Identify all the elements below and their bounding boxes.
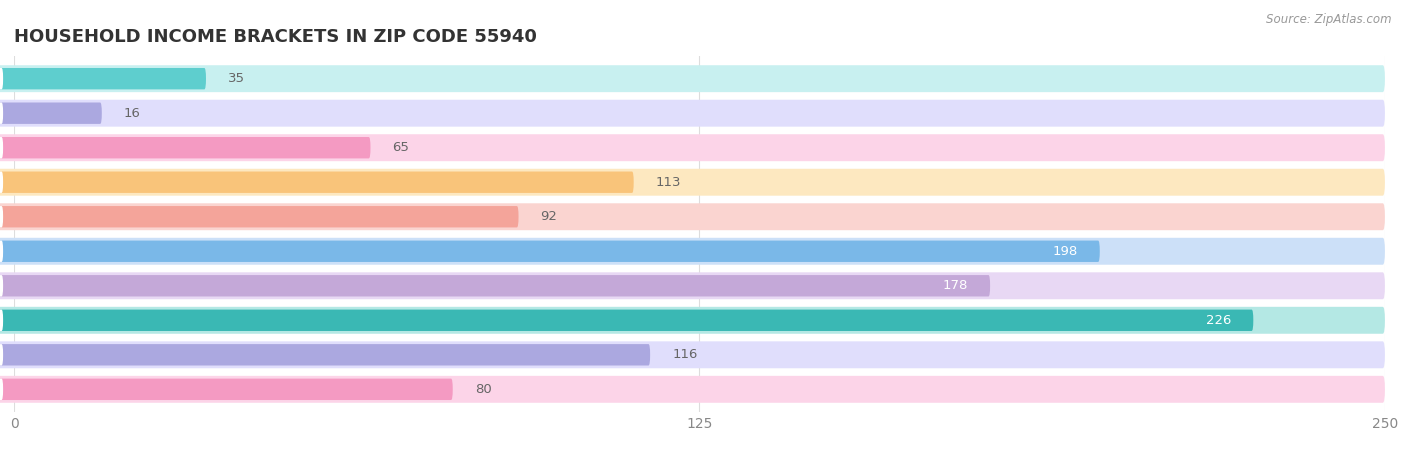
Text: HOUSEHOLD INCOME BRACKETS IN ZIP CODE 55940: HOUSEHOLD INCOME BRACKETS IN ZIP CODE 55… [14, 28, 537, 46]
FancyBboxPatch shape [0, 307, 1385, 334]
FancyBboxPatch shape [0, 344, 3, 365]
FancyBboxPatch shape [0, 203, 1385, 230]
Text: 178: 178 [943, 279, 969, 292]
FancyBboxPatch shape [0, 103, 101, 124]
Text: 65: 65 [392, 141, 409, 154]
Text: 226: 226 [1206, 314, 1232, 327]
FancyBboxPatch shape [0, 241, 1099, 262]
Text: 92: 92 [540, 210, 557, 223]
FancyBboxPatch shape [0, 206, 3, 227]
Text: 198: 198 [1053, 245, 1078, 258]
FancyBboxPatch shape [0, 378, 453, 400]
Text: 80: 80 [475, 383, 492, 396]
Text: 35: 35 [228, 72, 245, 85]
FancyBboxPatch shape [0, 206, 519, 227]
FancyBboxPatch shape [0, 171, 634, 193]
FancyBboxPatch shape [0, 342, 1385, 368]
Text: 16: 16 [124, 107, 141, 120]
FancyBboxPatch shape [0, 275, 990, 297]
FancyBboxPatch shape [0, 238, 1385, 265]
FancyBboxPatch shape [0, 68, 3, 90]
FancyBboxPatch shape [0, 171, 3, 193]
FancyBboxPatch shape [0, 378, 3, 400]
Text: 116: 116 [672, 348, 697, 361]
FancyBboxPatch shape [0, 137, 3, 158]
FancyBboxPatch shape [0, 68, 207, 90]
FancyBboxPatch shape [0, 376, 1385, 403]
Text: 113: 113 [655, 176, 681, 189]
FancyBboxPatch shape [0, 241, 3, 262]
Text: Source: ZipAtlas.com: Source: ZipAtlas.com [1267, 14, 1392, 27]
FancyBboxPatch shape [0, 65, 1385, 92]
FancyBboxPatch shape [0, 344, 650, 365]
FancyBboxPatch shape [0, 275, 3, 297]
FancyBboxPatch shape [0, 310, 3, 331]
FancyBboxPatch shape [0, 310, 1253, 331]
FancyBboxPatch shape [0, 137, 371, 158]
FancyBboxPatch shape [0, 272, 1385, 299]
FancyBboxPatch shape [0, 134, 1385, 161]
FancyBboxPatch shape [0, 100, 1385, 126]
FancyBboxPatch shape [0, 169, 1385, 196]
FancyBboxPatch shape [0, 103, 3, 124]
